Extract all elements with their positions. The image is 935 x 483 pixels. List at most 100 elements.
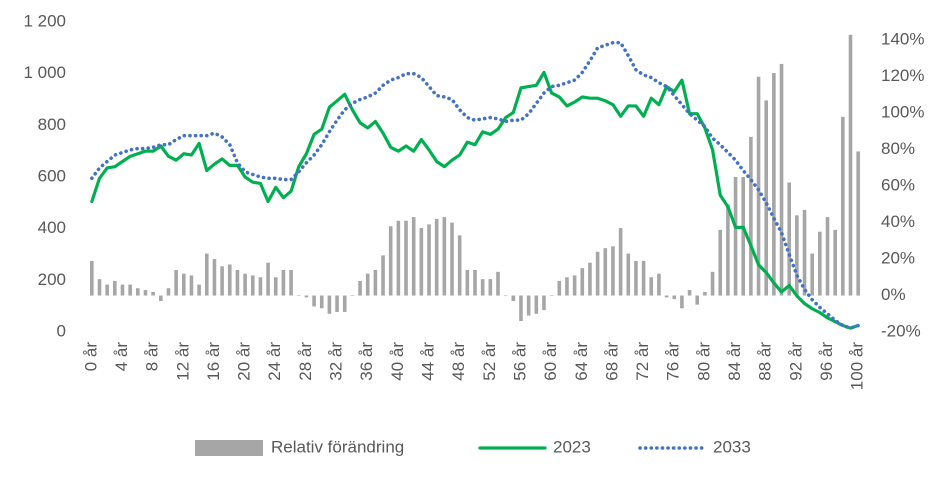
bar [756,76,761,296]
x-tick-label: 24 år [265,342,284,381]
bar [250,275,255,296]
bar [473,270,477,296]
bar [611,246,615,296]
bar [136,288,140,296]
x-tick-label: 60 år [541,342,560,381]
bar [818,231,822,296]
bar [833,229,837,296]
bar [733,177,738,296]
y2-tick-label: 40% [881,212,915,231]
bar [841,116,845,296]
x-tick-label: 0 år [81,342,100,372]
bar [626,253,631,296]
bar [810,253,814,296]
bar [327,295,332,314]
x-tick-label: 48 år [449,342,468,381]
bar [434,218,439,296]
bar [749,136,753,296]
bar [243,273,247,296]
bar [764,100,769,296]
bar [342,295,347,312]
bar [427,224,431,296]
bar [281,270,286,296]
bar [457,235,462,296]
bar [373,270,378,296]
bar [664,295,669,298]
bar [419,228,424,296]
bar [396,220,401,296]
bar [204,253,209,296]
bar [542,295,546,311]
bar [266,262,270,296]
x-tick-label: 64 år [572,342,591,381]
bar [526,295,531,316]
x-tick-label: 36 år [357,342,376,381]
bar [273,277,278,296]
x-tick-label: 84 år [725,342,744,381]
bar [411,217,416,296]
bar [220,266,224,296]
bar [128,284,132,296]
bar [672,295,677,300]
bar [741,177,746,296]
bar [235,270,240,296]
bar [825,217,830,296]
bar [227,264,232,296]
legend-label: Relativ förändring [271,437,404,456]
x-tick-label: 12 år [173,342,192,381]
bar [534,295,539,314]
bar [404,220,408,296]
line-solid [90,70,860,330]
bar [151,291,155,296]
bar [657,273,661,296]
y2-tick-label: 60% [881,176,915,195]
y-tick-label: 0 [57,321,66,340]
bar [120,284,125,296]
y2-tick-label: 80% [881,139,915,158]
y2-tick-label: 20% [881,249,915,268]
bar [197,284,201,296]
x-tick-label: 4 år [112,342,131,372]
bar [319,295,324,309]
bar [143,290,148,296]
bar [856,151,860,296]
x-tick-label: 68 år [602,342,621,381]
line-dotted [90,40,860,330]
x-tick-label: 100 år [848,342,867,391]
bar [595,251,600,296]
bar [802,209,807,296]
bar [289,270,293,296]
x-tick-label: 80 år [694,342,713,381]
y-tick-label: 1 200 [23,11,66,30]
x-tick-label: 52 år [480,342,499,381]
y-tick-label: 800 [38,115,66,134]
x-tick-label: 16 år [204,342,223,381]
bar [181,273,186,296]
bar [848,34,853,296]
bar [105,284,109,296]
x-tick-label: 40 år [388,342,407,381]
bar [695,295,700,305]
bar [503,295,508,297]
bar [465,270,470,296]
bar [511,295,516,301]
bar [350,295,355,297]
bar [580,268,585,296]
bar [358,280,362,296]
x-tick-label: 76 år [664,342,683,381]
bar [365,273,370,296]
x-tick-label: 28 år [296,342,315,381]
bar [680,295,684,309]
legend-label: 2033 [713,437,751,456]
x-tick-label: 32 år [327,342,346,381]
bar [519,295,523,322]
y2-tick-label: 0% [881,285,906,304]
x-tick-label: 72 år [633,342,652,381]
bar [381,255,385,296]
x-tick-label: 92 år [786,342,805,381]
bar [90,260,94,296]
y2-tick-label: 140% [881,30,924,49]
bar [718,229,723,296]
